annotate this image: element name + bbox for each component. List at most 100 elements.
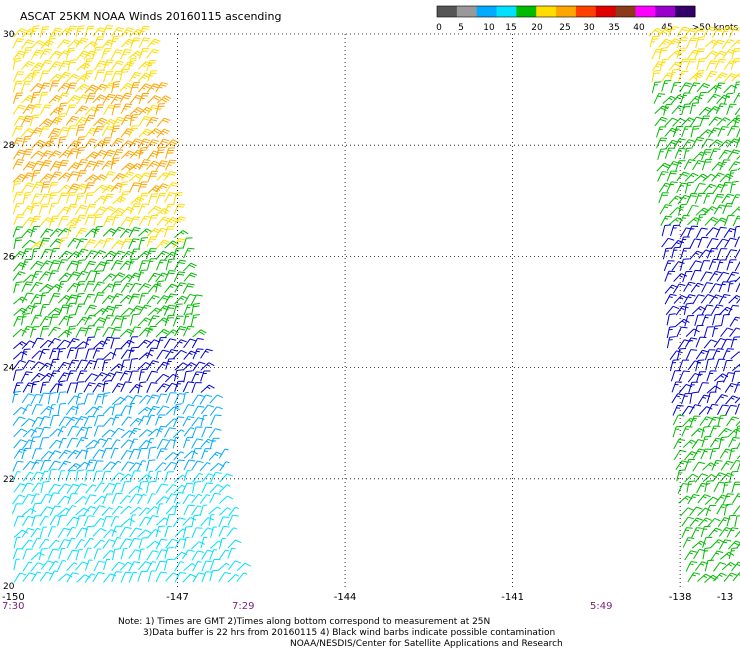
barb-feather (82, 426, 89, 430)
barb-feather (172, 572, 180, 576)
wind-barb (173, 459, 185, 471)
barb-feather (89, 252, 94, 255)
wind-barb (682, 139, 695, 149)
barb-feather (52, 262, 59, 265)
barb-staff (49, 117, 57, 127)
wind-barb (139, 394, 151, 404)
barb-staff (668, 50, 677, 59)
barb-feather (72, 185, 79, 189)
barb-staff (58, 28, 67, 37)
wind-barb (165, 493, 178, 504)
wind-barb (147, 570, 155, 582)
barb-feather (197, 560, 202, 563)
barb-staff (165, 147, 170, 159)
wind-barb (84, 250, 98, 261)
barb-staff (155, 414, 160, 426)
wind-barb (155, 160, 168, 171)
barb-staff (84, 138, 92, 149)
barb-staff (22, 104, 30, 115)
barb-feather (114, 51, 122, 54)
barb-staff (39, 60, 47, 71)
barb-feather (78, 149, 85, 151)
wind-barb (75, 393, 83, 405)
barb-staff (660, 215, 667, 227)
barb-staff (735, 282, 740, 293)
barb-feather (163, 239, 170, 243)
barb-staff (111, 571, 117, 583)
wind-barb (217, 562, 230, 572)
barb-staff (111, 60, 119, 71)
barb-feather (51, 154, 56, 157)
barb-staff (227, 548, 233, 559)
barb-feather (28, 393, 35, 396)
barb-feather (143, 74, 150, 79)
barb-feather (72, 171, 79, 174)
barb-feather (141, 30, 145, 32)
barb-staff (30, 240, 40, 249)
barb-feather (52, 165, 60, 168)
wind-barb (13, 281, 23, 294)
barb-staff (137, 494, 144, 505)
wind-barb (218, 495, 234, 504)
wind-barb (93, 518, 105, 528)
barb-feather (661, 47, 668, 49)
barb-feather (124, 372, 128, 375)
barb-feather (99, 208, 106, 212)
barb-staff (75, 404, 79, 416)
barb-staff (147, 193, 153, 205)
wind-barb (657, 148, 668, 160)
wind-barb (66, 437, 79, 449)
barb-feather (71, 437, 79, 440)
barb-feather (34, 54, 38, 56)
barb-feather (671, 28, 676, 31)
barb-feather (728, 39, 735, 42)
barb-feather (106, 122, 111, 126)
barb-feather (152, 229, 160, 234)
wind-barb (138, 352, 153, 361)
barb-feather (71, 418, 75, 422)
barb-feather (54, 460, 61, 464)
barb-staff (209, 394, 218, 404)
barb-feather (54, 309, 61, 314)
barb-staff (715, 227, 722, 238)
wind-barb (199, 494, 211, 504)
barb-staff (174, 572, 181, 583)
barb-feather (718, 76, 722, 79)
wind-barb (172, 315, 184, 327)
barb-staff (84, 526, 88, 538)
wind-barb (66, 314, 76, 326)
barb-feather (697, 282, 704, 286)
barb-staff (66, 437, 73, 449)
barb-feather (130, 60, 137, 62)
barb-staff (138, 440, 147, 450)
barb-staff (192, 473, 200, 483)
barb-feather (715, 270, 722, 274)
barb-staff (65, 470, 71, 482)
barb-staff (673, 138, 680, 149)
barb-feather (21, 307, 28, 312)
barb-staff (137, 250, 147, 259)
barb-staff (156, 117, 165, 127)
barb-feather (198, 572, 205, 575)
barb-staff (29, 127, 38, 138)
barb-staff (39, 70, 44, 82)
barb-staff (38, 237, 44, 249)
barb-staff (164, 217, 173, 226)
wind-barb (39, 470, 49, 482)
barb-feather (136, 198, 143, 202)
wind-barb (92, 460, 104, 472)
wind-barb (85, 406, 100, 415)
wind-barb (129, 82, 140, 94)
wind-barb (102, 149, 116, 160)
barb-feather (695, 269, 702, 272)
barb-feather (45, 152, 52, 156)
barb-staff (76, 159, 82, 170)
barb-staff (172, 429, 182, 438)
barb-feather (44, 50, 51, 53)
wind-barb (146, 480, 156, 494)
wind-barb (138, 48, 150, 60)
barb-feather (26, 148, 33, 151)
barb-staff (111, 428, 119, 438)
wind-barb (101, 392, 111, 405)
barb-feather (179, 216, 187, 219)
